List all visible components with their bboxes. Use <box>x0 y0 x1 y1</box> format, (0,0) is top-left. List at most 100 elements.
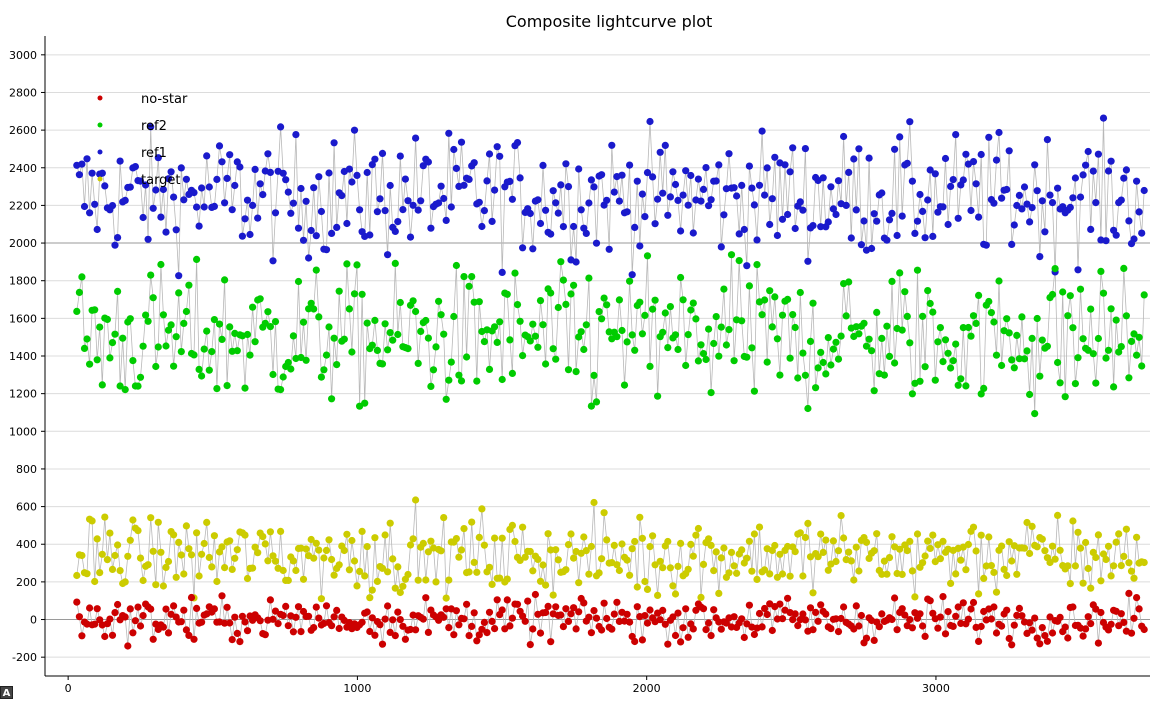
data-point-ref2 <box>901 288 909 296</box>
data-point-target <box>1133 533 1141 541</box>
data-point-ref1 <box>585 199 593 207</box>
data-point-target <box>580 533 588 541</box>
data-point-target <box>292 566 300 575</box>
data-point-ref2 <box>394 330 402 339</box>
data-point-ref2 <box>817 348 825 356</box>
data-point-ref1 <box>649 173 657 181</box>
data-point-target <box>182 522 190 530</box>
y-tick-label: 0 <box>30 614 37 627</box>
data-point-ref1 <box>223 174 231 182</box>
data-point-ref1 <box>440 194 448 203</box>
data-point-target <box>626 571 634 579</box>
data-point-target <box>674 562 682 571</box>
data-point-no-star <box>238 612 246 620</box>
data-point-ref2 <box>743 353 751 361</box>
data-point-no-star <box>524 597 532 605</box>
data-point-ref1 <box>325 169 333 177</box>
data-point-ref1 <box>396 152 404 160</box>
data-point-ref1 <box>284 188 292 196</box>
data-point-ref1 <box>868 244 876 253</box>
data-point-ref2 <box>722 341 731 349</box>
data-point-target <box>228 565 236 574</box>
data-point-ref1 <box>725 150 733 158</box>
data-point-ref1 <box>1071 174 1079 182</box>
data-point-target <box>373 577 381 586</box>
data-point-ref1 <box>707 196 715 204</box>
data-point-ref2 <box>1054 358 1062 367</box>
data-point-no-star <box>784 594 792 602</box>
data-point-ref1 <box>1069 194 1077 202</box>
data-point-ref1 <box>962 150 970 158</box>
data-point-ref1 <box>419 162 427 170</box>
data-point-target <box>613 561 621 569</box>
data-point-ref2 <box>284 358 292 367</box>
data-point-target <box>356 567 364 576</box>
data-point-ref1 <box>1082 161 1090 169</box>
data-point-target <box>93 535 101 543</box>
data-point-ref1 <box>549 187 557 195</box>
data-point-ref2 <box>1115 348 1123 356</box>
data-point-ref1 <box>373 208 381 216</box>
data-point-target <box>175 538 183 547</box>
data-point-ref1 <box>488 217 496 225</box>
data-point-ref2 <box>600 294 608 302</box>
data-point-ref1 <box>450 145 458 154</box>
data-point-target <box>195 572 203 580</box>
y-tick-label: 800 <box>16 463 37 476</box>
data-point-ref2 <box>613 333 621 341</box>
data-point-ref1 <box>845 168 853 176</box>
data-point-target <box>134 527 142 535</box>
data-point-ref1 <box>773 231 782 240</box>
data-point-no-star <box>1130 614 1138 622</box>
data-point-ref1 <box>1028 204 1036 212</box>
data-point-ref2 <box>427 382 435 390</box>
data-point-no-star <box>682 605 690 613</box>
data-point-no-star <box>363 608 371 616</box>
data-point-no-star <box>812 608 820 617</box>
data-point-no-star <box>679 624 687 632</box>
data-point-no-star <box>282 602 290 611</box>
data-point-ref2 <box>1038 336 1046 344</box>
data-point-ref2 <box>1122 312 1130 320</box>
data-point-ref1 <box>254 214 262 222</box>
data-point-target <box>896 545 904 553</box>
data-point-ref2 <box>707 389 715 397</box>
data-point-ref1 <box>483 177 491 185</box>
data-point-ref2 <box>91 306 99 314</box>
data-point-target <box>595 569 603 577</box>
data-point-ref2 <box>715 352 723 360</box>
y-tick-label: 2200 <box>9 199 37 212</box>
data-point-ref2 <box>159 311 167 319</box>
data-point-ref2 <box>116 382 124 390</box>
corner-badge[interactable]: A <box>0 686 13 699</box>
data-point-no-star <box>998 622 1006 630</box>
data-point-ref1 <box>228 206 236 214</box>
data-point-target <box>753 575 761 584</box>
data-point-no-star <box>1048 629 1057 637</box>
data-point-target <box>878 570 886 578</box>
data-point-no-star <box>908 624 917 632</box>
data-point-target <box>1125 559 1133 567</box>
data-point-no-star <box>124 642 132 650</box>
data-point-ref2 <box>873 308 881 316</box>
data-point-target <box>312 539 320 547</box>
data-point-ref1 <box>990 199 998 207</box>
data-point-ref2 <box>519 352 527 360</box>
data-point-target <box>801 533 810 542</box>
data-point-target <box>1094 531 1102 539</box>
data-point-target <box>796 529 804 537</box>
data-point-target <box>1140 558 1148 567</box>
data-point-ref1 <box>266 168 274 176</box>
data-point-ref2 <box>121 386 129 394</box>
data-point-target <box>406 541 415 549</box>
data-point-ref2 <box>167 321 175 329</box>
data-point-ref1 <box>1120 174 1128 182</box>
data-point-ref1 <box>689 229 697 237</box>
data-point-no-star <box>1135 605 1143 613</box>
data-point-target <box>1056 546 1064 554</box>
data-point-target <box>947 579 955 588</box>
data-point-ref2 <box>959 324 967 332</box>
y-tick-label: 1600 <box>9 312 37 325</box>
data-point-ref1 <box>934 208 942 216</box>
data-point-no-star <box>266 596 274 604</box>
